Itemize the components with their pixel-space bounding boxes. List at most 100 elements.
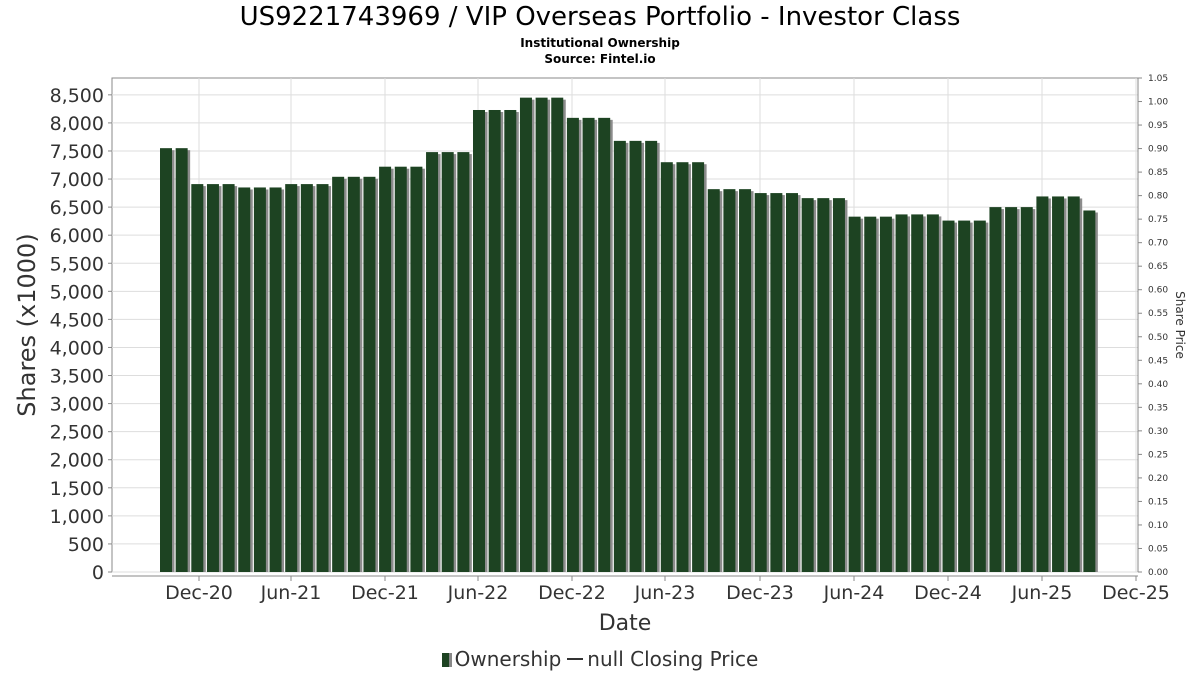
bar [911,214,924,572]
x-tick-label: Dec-21 [351,582,419,604]
y-tick-label: 6,500 [50,197,104,219]
x-tick-label: Jun-21 [260,582,322,604]
bar [676,162,689,573]
bar [801,198,814,572]
bar [707,189,720,572]
legend-ownership-label: Ownership [454,647,562,671]
y-tick-label: 4,500 [50,309,104,331]
bar [1036,196,1049,572]
y2-tick-label: 0.10 [1148,521,1168,531]
y-tick-label: 2,000 [50,450,104,472]
bar [832,198,845,572]
y-tick-label: 0 [92,562,104,584]
bar [973,220,986,572]
y-tick-label: 7,500 [50,141,104,163]
y-tick-label: 500 [68,534,104,556]
bar [848,216,861,573]
y2-axis-title: Share Price [1173,291,1187,359]
bar [441,152,454,572]
bar [582,117,595,573]
y-tick-label: 3,000 [50,394,104,416]
y2-tick-label: 0.85 [1148,168,1168,178]
bar [394,166,407,573]
x-axis-title: Date [599,611,652,636]
bar [253,187,266,572]
bar [1005,207,1018,572]
bar [1083,210,1096,572]
bar [817,198,830,572]
legend-price-line [567,658,584,660]
y2-tick-label: 0.75 [1148,215,1168,225]
y2-tick-label: 0.55 [1148,309,1168,319]
bar [942,220,955,572]
bar [879,216,892,573]
bar [222,184,235,573]
y-tick-label: 1,500 [50,478,104,500]
bar [238,187,251,572]
bar [989,207,1002,572]
y2-tick-label: 0.40 [1148,380,1168,390]
x-tick-label: Jun-24 [823,582,885,604]
y-tick-label: 5,500 [50,253,104,275]
bar [613,140,626,572]
bar [1020,207,1033,572]
bar [269,187,282,572]
y-tick-label: 5,000 [50,281,104,303]
y2-tick-label: 0.45 [1148,356,1168,366]
bar [410,166,423,573]
bar [629,140,642,572]
bar [379,166,392,573]
y-tick-label: 3,500 [50,366,104,388]
y-tick-label: 1,000 [50,506,104,528]
bar [723,189,736,572]
bar [347,176,360,573]
y2-tick-label: 0.80 [1148,192,1168,202]
bar [488,109,501,572]
bar [864,216,877,573]
bar [739,189,752,572]
bar [457,152,470,572]
bar [426,152,439,572]
y2-tick-label: 0.25 [1148,450,1168,460]
bar [191,184,204,573]
x-tick-label: Dec-22 [538,582,606,604]
bar [535,97,548,572]
y2-tick-label: 0.65 [1148,262,1168,272]
y2-tick-label: 1.00 [1148,98,1168,108]
y-tick-label: 4,000 [50,337,104,359]
bar [660,162,673,573]
bar [519,97,532,572]
y2-tick-label: 0.05 [1148,544,1168,554]
bar [926,214,939,572]
y2-tick-label: 0.70 [1148,239,1168,249]
y2-tick-label: 0.15 [1148,497,1168,507]
y2-tick-label: 0.90 [1148,145,1168,155]
y2-tick-label: 0.30 [1148,427,1168,437]
y-tick-label: 7,000 [50,169,104,191]
x-tick-label: Jun-25 [1011,582,1073,604]
bar [551,97,564,572]
bar [958,220,971,572]
ownership-chart: 0 500 1,000 1,500 2,000 2,500 3,000 3,500 4,000 4… [13,74,1187,636]
bar [285,184,298,573]
x-tick-label: Dec-24 [914,582,982,604]
bar [316,184,329,573]
bar [504,109,517,572]
bar [160,148,172,572]
y2-tick-label: 0.95 [1148,121,1168,131]
bar [566,117,579,573]
bar [363,176,376,573]
y2-tick-label: 0.35 [1148,403,1168,413]
legend-ownership-swatch [441,653,452,667]
bar [692,162,705,573]
y-tick-label: 8,500 [50,85,104,107]
y2-tick-label: 1.05 [1148,74,1168,84]
chart-source: Source: Fintel.io [544,52,656,66]
x-tick-label: Dec-25 [1102,582,1170,604]
bar [786,193,798,573]
bar [473,109,485,572]
bar [206,184,219,573]
bar [895,214,908,572]
bar [754,193,767,573]
y-tick-label: 6,000 [50,225,104,247]
